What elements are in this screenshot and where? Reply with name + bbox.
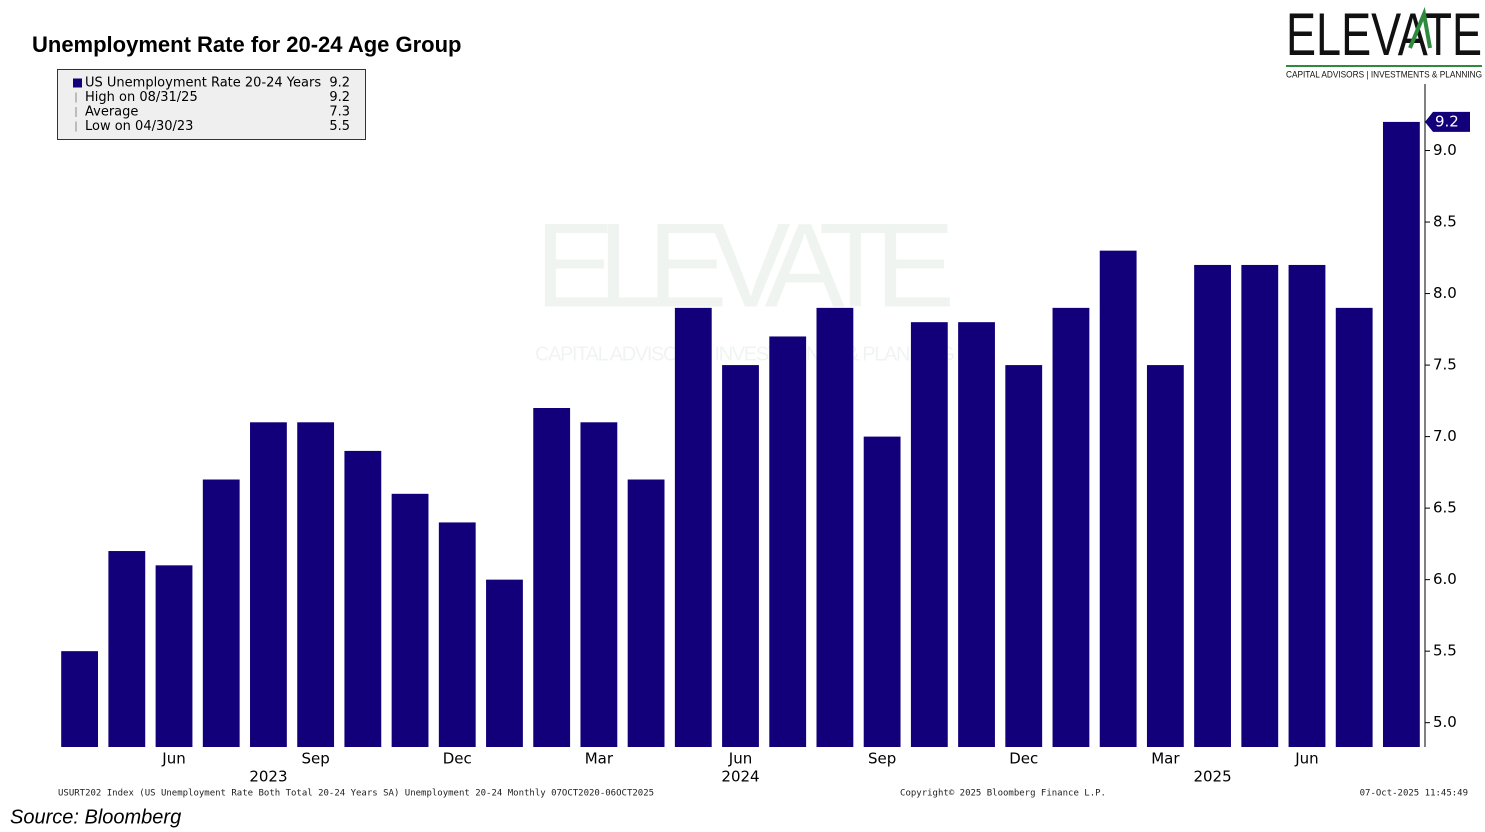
bar [438,522,476,747]
legend-rows: US Unemployment Rate 20-24 Years 9.2 High … [73,76,350,134]
bar [1194,264,1231,747]
legend-label: Average [85,105,138,120]
y-tick-label: 8.5 [1433,213,1457,231]
chart-title: Unemployment Rate for 20-24 Age Group [32,32,461,57]
y-tick-label: 7.0 [1433,427,1457,445]
bar [533,407,571,747]
legend-value: 7.3 [329,105,350,120]
plot: 5.05.56.06.57.07.58.08.59.09.5Jun2023Sep… [61,70,1470,786]
watermark-name: ELEVATE [535,199,955,333]
logo-arrow [1408,6,1432,49]
bar [1052,307,1090,747]
bar [958,322,995,747]
x-tick-label: Jun [728,750,752,768]
x-year-label: 2024 [721,768,759,786]
x-year-label: 2025 [1193,768,1231,786]
bar [816,307,854,747]
bar [627,479,665,747]
bar [1382,121,1420,747]
y-tick-label: 8.0 [1433,284,1457,302]
y-tick-label: 9.0 [1433,141,1457,159]
bar [297,422,335,747]
x-tick-label: Mar [1151,750,1180,768]
x-tick-label: Dec [1009,750,1038,768]
bar [580,422,618,747]
bar [863,436,901,747]
logo: ELEVATE CAPITAL ADVISORS | INVESTMENTS &… [1280,0,1485,84]
legend-value: 9.2 [329,76,350,91]
bar [1099,250,1137,748]
y-tick-label: 6.0 [1433,570,1457,588]
bar [391,493,429,747]
legend: US Unemployment Rate 20-24 Years 9.2 High … [57,69,366,140]
watermark: ELEVATE CAPITAL ADVISORS | INVESTMENTS &… [535,199,955,366]
x-tick-label: Mar [585,750,614,768]
x-year-label: 2023 [249,768,287,786]
legend-box [57,69,366,140]
footer-left: USURT202 Index (US Unemployment Rate Bot… [58,789,654,799]
x-tick-label: Sep [868,750,896,768]
bar [61,651,99,747]
x-tick-label: Dec [443,750,472,768]
y-tick-label: 7.5 [1433,356,1457,374]
bar [722,365,759,747]
footer-center: Copyright© 2025 Bloomberg Finance L.P. [900,789,1106,799]
bar [250,422,287,747]
legend-label: Low on 04/30/23 [85,119,193,134]
bar [486,579,523,747]
legend-value: 5.5 [329,119,350,134]
legend-label: US Unemployment Rate 20-24 Years [85,76,321,91]
bar [1335,307,1373,747]
x-tick-label: Jun [1294,750,1318,768]
bar [108,551,146,747]
bar [910,322,948,747]
bar [155,565,193,747]
logo-name: ELEVATE [1286,1,1482,68]
y-tick-label: 6.5 [1433,499,1457,517]
bar [344,450,382,747]
legend-value: 9.2 [329,90,350,105]
footer-right: 07-Oct-2025 11:45:49 [1360,789,1468,799]
last-value-label: 9.2 [1435,112,1459,130]
logo-bg [1280,0,1485,84]
x-tick-label: Sep [301,750,329,768]
bar [1241,264,1279,747]
y-tick-label: 5.0 [1433,713,1457,731]
bar [769,336,807,747]
legend-label: High on 08/31/25 [85,90,198,105]
bar [202,479,240,747]
bar [1005,365,1043,747]
last-value-tag [1425,111,1470,132]
legend-swatch [73,78,82,88]
source: Source: Bloomberg [10,806,181,828]
bar [1146,365,1184,747]
watermark-tagline: CAPITAL ADVISORS | INVESTMENTS & PLANNIN… [535,343,955,365]
bar [674,307,712,747]
logo-tagline: CAPITAL ADVISORS | INVESTMENTS & PLANNIN… [1286,69,1482,79]
bar [1288,264,1326,747]
y-tick-label: 5.5 [1433,642,1457,660]
x-tick-label: Jun [161,750,185,768]
